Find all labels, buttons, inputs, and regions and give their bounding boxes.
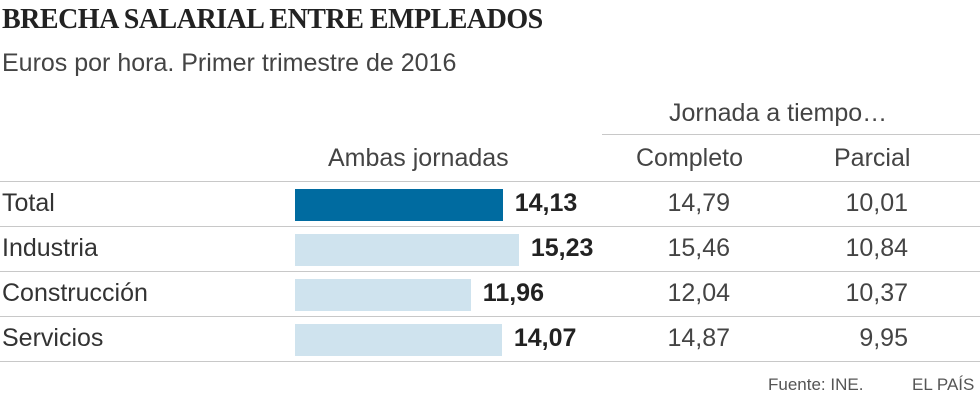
bar-value-label: 14,07 [513,323,577,352]
table-rule-3 [0,316,980,317]
table-rule-1 [0,226,980,227]
table-rule-2 [0,271,980,272]
header-jornada-group: Jornada a tiempo… [669,99,888,127]
bar-ambas-jornadas [295,233,519,266]
table-rule-bottom [0,361,980,362]
group-header-rule [602,134,980,135]
cell-parcial: 10,01 [845,188,908,217]
header-parcial: Parcial [834,144,911,172]
cell-completo: 14,87 [667,323,730,352]
brand-label: EL PAÍS [912,375,975,394]
table-rule-top [0,181,980,182]
bar-ambas-jornadas [295,323,502,356]
row-label: Total [2,188,55,217]
row-label: Construcción [2,278,148,307]
chart-subtitle: Euros por hora. Primer trimestre de 2016 [2,49,457,77]
cell-parcial: 10,84 [845,233,908,262]
bar-ambas-jornadas [295,278,471,311]
source-note: Fuente: INE. [768,375,864,394]
cell-parcial: 10,37 [845,278,908,307]
row-label: Servicios [2,323,104,352]
chart-title: BRECHA SALARIAL ENTRE EMPLEADOS [2,4,543,35]
cell-completo: 14,79 [667,188,730,217]
cell-completo: 12,04 [667,278,730,307]
bar-value-label: 11,96 [482,278,544,307]
header-ambas-jornadas: Ambas jornadas [328,144,509,172]
cell-completo: 15,46 [667,233,730,262]
cell-parcial: 9,95 [859,323,908,352]
bar-value-label: 14,13 [514,188,578,217]
bar-value-label: 15,23 [530,233,594,262]
bar-ambas-jornadas [295,188,503,221]
header-completo: Completo [636,144,743,172]
row-label: Industria [2,233,98,262]
